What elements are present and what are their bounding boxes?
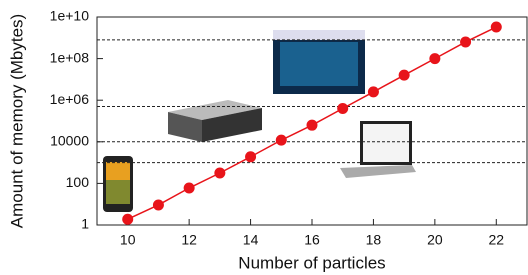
x-tick-label: 16	[304, 232, 320, 248]
x-axis-label: Number of particles	[238, 253, 385, 272]
x-tick-label: 22	[488, 232, 504, 248]
data-point	[184, 183, 195, 194]
data-point	[368, 86, 379, 97]
data-point	[307, 120, 318, 131]
data-point	[491, 22, 502, 33]
chart: Number of particles Amount of memory (Mb…	[0, 0, 528, 275]
y-tick-label: 1e+10	[50, 8, 90, 24]
x-tick-label: 14	[243, 232, 259, 248]
data-point	[399, 70, 410, 81]
y-tick-label: 10000	[50, 133, 89, 149]
x-tick-label: 20	[427, 232, 443, 248]
data-point	[122, 214, 133, 225]
data-point	[429, 53, 440, 64]
x-tick-label: 18	[366, 232, 382, 248]
laptop-icon	[340, 121, 416, 178]
data-point	[153, 199, 164, 210]
y-tick-label: 1e+06	[50, 91, 90, 107]
data-point	[245, 151, 256, 162]
y-tick-label: 100	[66, 174, 90, 190]
data-point	[276, 135, 287, 146]
y-tick-label: 1e+08	[50, 49, 90, 65]
x-tick-label: 10	[120, 232, 136, 248]
data-point	[460, 36, 471, 47]
y-tick-label: 1	[81, 216, 89, 232]
page: Number of particles Amount of memory (Mb…	[0, 0, 528, 275]
data-point	[214, 168, 225, 179]
data-point	[337, 103, 348, 114]
phone-icon	[103, 156, 133, 212]
x-tick-label: 12	[181, 232, 197, 248]
y-axis-label: Amount of memory (Mbytes)	[7, 14, 26, 228]
